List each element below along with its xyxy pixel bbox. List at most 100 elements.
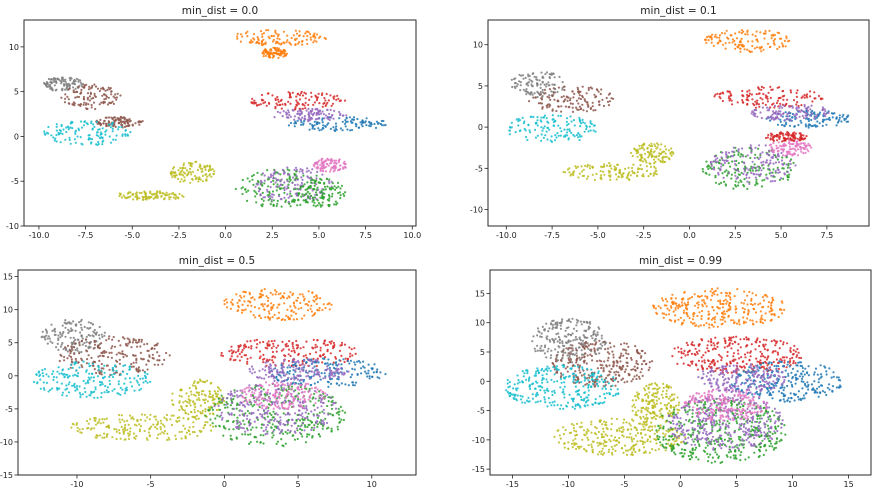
scatter-point (170, 423, 173, 427)
scatter-point (327, 180, 330, 183)
scatter-point (299, 301, 302, 305)
scatter-point (135, 345, 139, 348)
scatter-point (321, 105, 324, 108)
scatter-point (770, 88, 773, 91)
scatter-point (268, 318, 271, 321)
scatter-point (190, 393, 193, 396)
scatter-point (783, 39, 787, 43)
scatter-point (73, 104, 76, 107)
scatter-point (311, 168, 314, 171)
scatter-point (741, 89, 744, 93)
scatter-point (659, 152, 663, 155)
scatter-point (811, 100, 814, 103)
scatter-point (656, 142, 659, 145)
scatter-point (110, 116, 113, 119)
scatter-point (329, 168, 332, 171)
scatter-point (97, 135, 100, 138)
scatter-point (330, 157, 333, 161)
scatter-point (212, 425, 215, 428)
scatter-point (80, 335, 83, 338)
scatter-point (589, 106, 593, 110)
scatter-point (750, 171, 753, 174)
scatter-point (319, 349, 322, 352)
scatter-point (118, 429, 121, 432)
scatter-point (69, 79, 72, 82)
scatter-point (50, 323, 53, 326)
scatter-point (746, 48, 749, 51)
scatter-point (111, 123, 114, 126)
scatter-point (760, 50, 763, 53)
scatter-point (369, 123, 372, 126)
scatter-point (232, 398, 235, 401)
scatter-point (345, 120, 348, 124)
scatter-point (61, 334, 64, 337)
scatter-point (123, 337, 126, 340)
scatter-point (179, 405, 183, 408)
scatter-point (588, 164, 591, 167)
scatter-point (252, 37, 255, 40)
scatter-point (87, 333, 90, 337)
scatter-point (819, 97, 822, 100)
scatter-point (639, 164, 642, 167)
scatter-point (196, 398, 199, 401)
scatter-point (760, 88, 763, 91)
scatter-point (331, 363, 334, 366)
scatter-point (288, 296, 291, 299)
scatter-point (90, 120, 93, 123)
scatter-point (291, 176, 295, 179)
scatter-cluster (713, 85, 824, 109)
scatter-point (105, 425, 108, 428)
scatter-point (287, 364, 291, 367)
scatter-point (103, 364, 106, 367)
scatter-point (555, 109, 558, 113)
scatter-point (626, 174, 630, 177)
scatter-point (252, 33, 256, 36)
scatter-point (303, 299, 306, 302)
scatter-point (285, 187, 288, 190)
scatter-point (315, 364, 318, 368)
scatter-point (776, 158, 780, 161)
scatter-point (100, 381, 103, 384)
scatter-point (297, 397, 300, 401)
scatter-point (247, 189, 250, 192)
scatter-point (287, 196, 290, 199)
scatter-point (297, 102, 300, 105)
scatter-point (65, 387, 69, 390)
scatter-point (114, 93, 117, 96)
scatter-point (547, 81, 550, 84)
scatter-point (572, 119, 576, 122)
scatter-point (85, 349, 88, 352)
scatter-point (269, 203, 272, 206)
scatter-point (719, 40, 722, 43)
scatter-point (330, 162, 333, 165)
scatter-point (141, 198, 145, 201)
scatter-point (566, 99, 569, 102)
scatter-point (732, 187, 735, 190)
scatter-point (329, 94, 332, 97)
scatter-point (727, 151, 731, 154)
scatter-point (128, 377, 131, 380)
scatter-point (105, 123, 108, 126)
scatter-point (347, 370, 350, 373)
scatter-point (800, 121, 803, 124)
scatter-point (133, 377, 136, 380)
y-tick-label: 0 (14, 132, 19, 141)
scatter-point (755, 169, 759, 172)
scatter-point (299, 347, 302, 350)
scatter-point (46, 342, 49, 345)
scatter-point (778, 45, 781, 49)
scatter-point (342, 167, 345, 170)
scatter-point (540, 97, 543, 100)
scatter-point (71, 384, 74, 387)
scatter-point (298, 170, 301, 173)
scatter-point (714, 181, 718, 184)
scatter-point (293, 125, 296, 128)
scatter-point (185, 392, 188, 395)
scatter-point (187, 413, 190, 416)
scatter-point (71, 121, 74, 124)
scatter-point (305, 361, 308, 364)
scatter-point (362, 121, 365, 124)
scatter-point (258, 369, 261, 372)
scatter-point (126, 121, 129, 124)
scatter-point (230, 349, 233, 352)
